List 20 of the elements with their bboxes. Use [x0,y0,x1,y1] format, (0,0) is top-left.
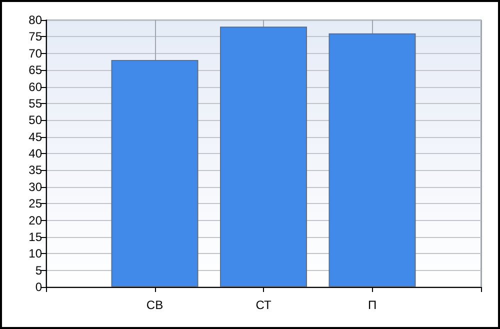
y-tick-label: 10 [28,246,42,261]
y-tick-label: 0 [35,280,42,294]
y-tick-label: 65 [28,63,42,78]
y-tick-label: 60 [28,80,42,94]
y-tick-label: 5 [35,263,42,278]
x-tick-label: СВ [146,298,164,312]
x-tick-label: П [368,298,377,312]
y-tick-label: 50 [28,113,42,128]
y-tick-label: 25 [28,196,42,211]
y-tick-label: 30 [28,180,42,194]
y-tick-label: 15 [28,230,42,244]
y-tick-label: 45 [28,130,42,144]
y-tick-label: 35 [28,163,42,178]
x-tick-label: СТ [256,298,272,312]
y-tick-label: 75 [28,30,42,44]
y-tick-label: 40 [28,146,42,160]
y-tick-label: 70 [28,46,42,60]
y-tick-label: 55 [28,96,42,110]
y-tick-label: 80 [28,13,42,27]
y-tick-label: 20 [28,213,42,228]
